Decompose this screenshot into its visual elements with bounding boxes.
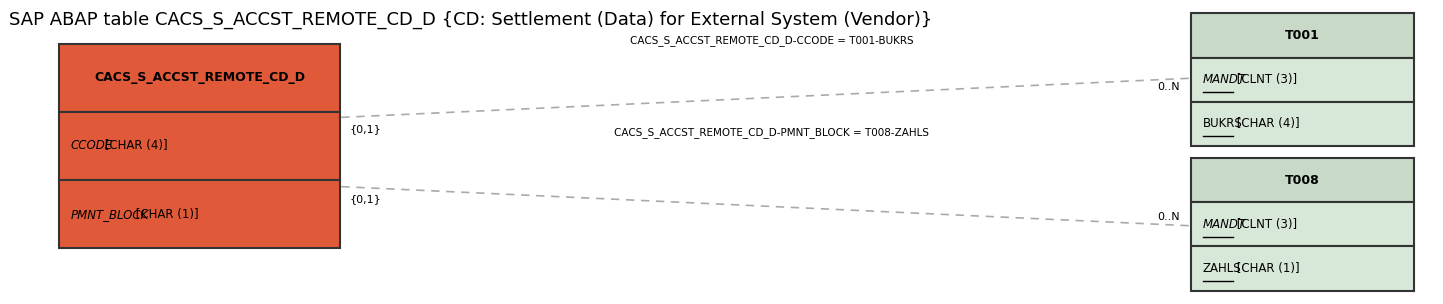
Text: CACS_S_ACCST_REMOTE_CD_D: CACS_S_ACCST_REMOTE_CD_D — [94, 71, 304, 84]
Text: MANDT: MANDT — [1202, 218, 1245, 231]
FancyBboxPatch shape — [1190, 13, 1414, 58]
Text: PMNT_BLOCK: PMNT_BLOCK — [71, 208, 149, 221]
Text: MANDT: MANDT — [1202, 73, 1245, 86]
Text: BUKRS: BUKRS — [1202, 117, 1242, 130]
Text: [CHAR (1)]: [CHAR (1)] — [1234, 262, 1300, 275]
FancyBboxPatch shape — [1190, 102, 1414, 146]
Text: {0,1}: {0,1} — [349, 194, 381, 204]
FancyBboxPatch shape — [1190, 202, 1414, 246]
Text: T008: T008 — [1286, 174, 1320, 187]
Text: [CLNT (3)]: [CLNT (3)] — [1234, 73, 1297, 86]
Text: [CLNT (3)]: [CLNT (3)] — [1234, 218, 1297, 231]
Text: [CHAR (1)]: [CHAR (1)] — [131, 208, 199, 221]
FancyBboxPatch shape — [1190, 58, 1414, 102]
Text: CACS_S_ACCST_REMOTE_CD_D-PMNT_BLOCK = T008-ZAHLS: CACS_S_ACCST_REMOTE_CD_D-PMNT_BLOCK = T0… — [615, 127, 929, 138]
FancyBboxPatch shape — [59, 112, 341, 180]
FancyBboxPatch shape — [1190, 158, 1414, 202]
Text: [CHAR (4)]: [CHAR (4)] — [101, 140, 167, 153]
Text: T001: T001 — [1286, 29, 1320, 42]
Text: 0..N: 0..N — [1157, 212, 1179, 222]
Text: SAP ABAP table CACS_S_ACCST_REMOTE_CD_D {CD: Settlement (Data) for External Syst: SAP ABAP table CACS_S_ACCST_REMOTE_CD_D … — [9, 10, 932, 29]
FancyBboxPatch shape — [59, 180, 341, 248]
Text: [CHAR (4)]: [CHAR (4)] — [1234, 117, 1300, 130]
FancyBboxPatch shape — [1190, 246, 1414, 291]
FancyBboxPatch shape — [59, 43, 341, 112]
Text: ZAHLS: ZAHLS — [1202, 262, 1241, 275]
Text: {0,1}: {0,1} — [349, 124, 381, 134]
Text: 0..N: 0..N — [1157, 82, 1179, 92]
Text: CCODE: CCODE — [71, 140, 113, 153]
Text: CACS_S_ACCST_REMOTE_CD_D-CCODE = T001-BUKRS: CACS_S_ACCST_REMOTE_CD_D-CCODE = T001-BU… — [631, 35, 913, 46]
